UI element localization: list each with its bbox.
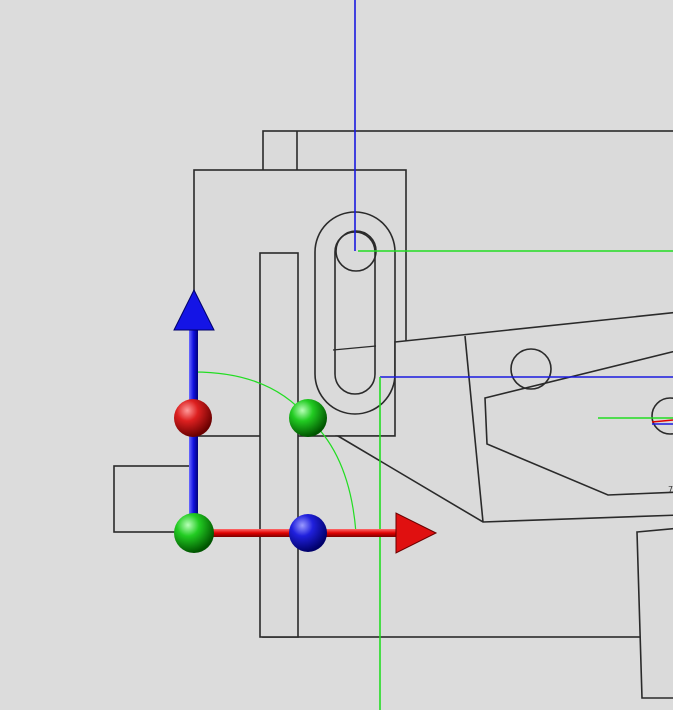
transform-gizmo[interactable] xyxy=(173,288,438,554)
y-rotation-handle[interactable] xyxy=(174,399,212,437)
slot-inner-divider xyxy=(332,345,377,351)
z-rotation-handle[interactable] xyxy=(289,399,327,437)
bracket-cutout[interactable] xyxy=(484,350,673,496)
bracket-inner-edge xyxy=(464,335,484,523)
lower-right-block[interactable] xyxy=(636,527,673,699)
origin-handle[interactable] xyxy=(174,513,214,553)
red-guide-short xyxy=(651,419,673,423)
model-geometry[interactable] xyxy=(113,130,673,699)
bracket-hole[interactable] xyxy=(510,348,552,390)
x-rotation-handle[interactable] xyxy=(289,514,327,552)
x-axis-arrow-icon[interactable] xyxy=(395,512,438,554)
vertical-rib[interactable] xyxy=(259,252,299,638)
guide-lines: 7 xyxy=(354,0,673,710)
y-axis-arrow-icon[interactable] xyxy=(173,288,215,331)
edge-hole[interactable] xyxy=(651,397,673,435)
edge-mark-label: 7 xyxy=(668,485,673,494)
